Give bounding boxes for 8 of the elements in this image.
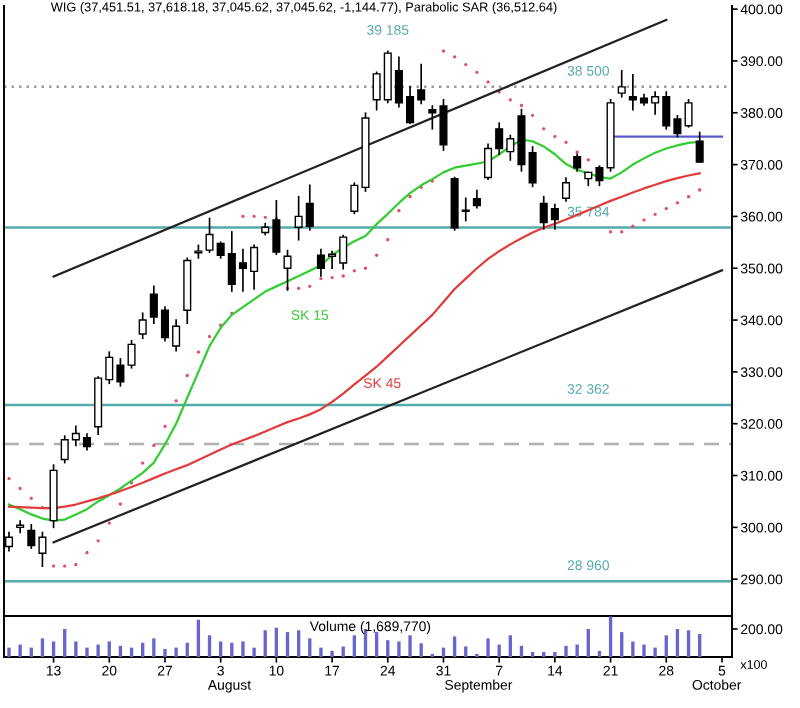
candlestick <box>561 177 571 202</box>
candlestick <box>16 520 25 534</box>
candlestick <box>684 98 693 128</box>
candlestick <box>695 131 704 163</box>
candlestick <box>127 339 136 369</box>
candlestick <box>617 69 626 98</box>
candlestick <box>528 146 537 188</box>
candlestick <box>138 312 147 340</box>
